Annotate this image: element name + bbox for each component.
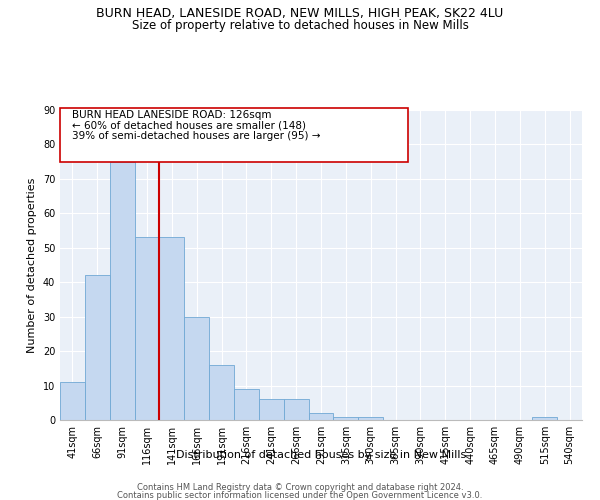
Bar	[209, 365, 234, 420]
Text: 39% of semi-detached houses are larger (95) →: 39% of semi-detached houses are larger (…	[73, 131, 321, 141]
Bar	[85, 276, 110, 420]
Bar	[532, 416, 557, 420]
Text: BURN HEAD, LANESIDE ROAD, NEW MILLS, HIGH PEAK, SK22 4LU: BURN HEAD, LANESIDE ROAD, NEW MILLS, HIG…	[97, 8, 503, 20]
Text: Contains HM Land Registry data © Crown copyright and database right 2024.: Contains HM Land Registry data © Crown c…	[137, 483, 463, 492]
Bar	[60, 382, 85, 420]
Bar	[234, 389, 259, 420]
Bar	[259, 400, 284, 420]
Text: Distribution of detached houses by size in New Mills: Distribution of detached houses by size …	[176, 450, 466, 460]
Text: Contains public sector information licensed under the Open Government Licence v3: Contains public sector information licen…	[118, 492, 482, 500]
Bar	[110, 162, 134, 420]
Bar	[134, 238, 160, 420]
Bar	[60, 108, 408, 162]
Text: BURN HEAD LANESIDE ROAD: 126sqm: BURN HEAD LANESIDE ROAD: 126sqm	[73, 110, 272, 120]
Bar	[184, 316, 209, 420]
Bar	[284, 400, 308, 420]
Text: Size of property relative to detached houses in New Mills: Size of property relative to detached ho…	[131, 19, 469, 32]
Y-axis label: Number of detached properties: Number of detached properties	[27, 178, 37, 352]
Bar	[358, 416, 383, 420]
Bar	[334, 416, 358, 420]
Text: ← 60% of detached houses are smaller (148): ← 60% of detached houses are smaller (14…	[73, 120, 307, 130]
Bar	[160, 238, 184, 420]
Bar	[308, 413, 334, 420]
